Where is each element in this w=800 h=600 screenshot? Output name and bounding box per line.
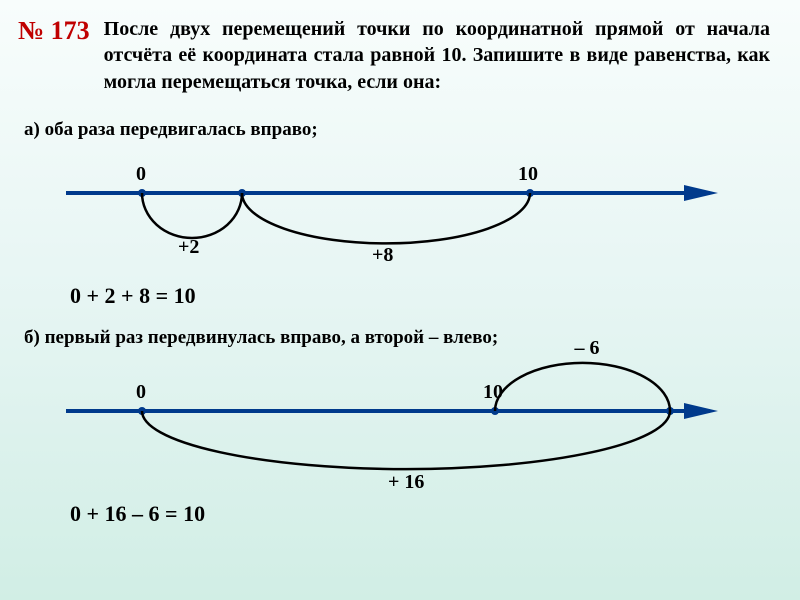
diagram-a: 0 10 +2 +8 bbox=[0, 147, 800, 277]
arc-back-label-b: – 6 bbox=[575, 337, 600, 360]
end-label-b: 10 bbox=[483, 381, 503, 404]
diagram-b: 0 10 + 16 – 6 bbox=[0, 355, 800, 495]
origin-label-b: 0 bbox=[136, 381, 146, 404]
equation-b: 0 + 16 – 6 = 10 bbox=[0, 501, 800, 527]
number-line-a bbox=[0, 147, 800, 277]
end-label-a: 10 bbox=[518, 163, 538, 186]
arc-out-label-b: + 16 bbox=[388, 471, 424, 494]
origin-label-a: 0 bbox=[136, 163, 146, 186]
problem-number: № 173 bbox=[18, 16, 90, 46]
header-row: № 173 После двух перемещений точки по ко… bbox=[0, 0, 800, 95]
problem-text: После двух перемещений точки по координа… bbox=[104, 16, 770, 95]
part-b-label: б) первый раз передвинулась вправо, а вт… bbox=[0, 327, 800, 349]
equation-a: 0 + 2 + 8 = 10 bbox=[0, 283, 800, 309]
arc1-label-a: +2 bbox=[178, 236, 199, 259]
arc2-label-a: +8 bbox=[372, 244, 393, 267]
part-a-label: а) оба раза передвигалась вправо; bbox=[0, 119, 800, 141]
